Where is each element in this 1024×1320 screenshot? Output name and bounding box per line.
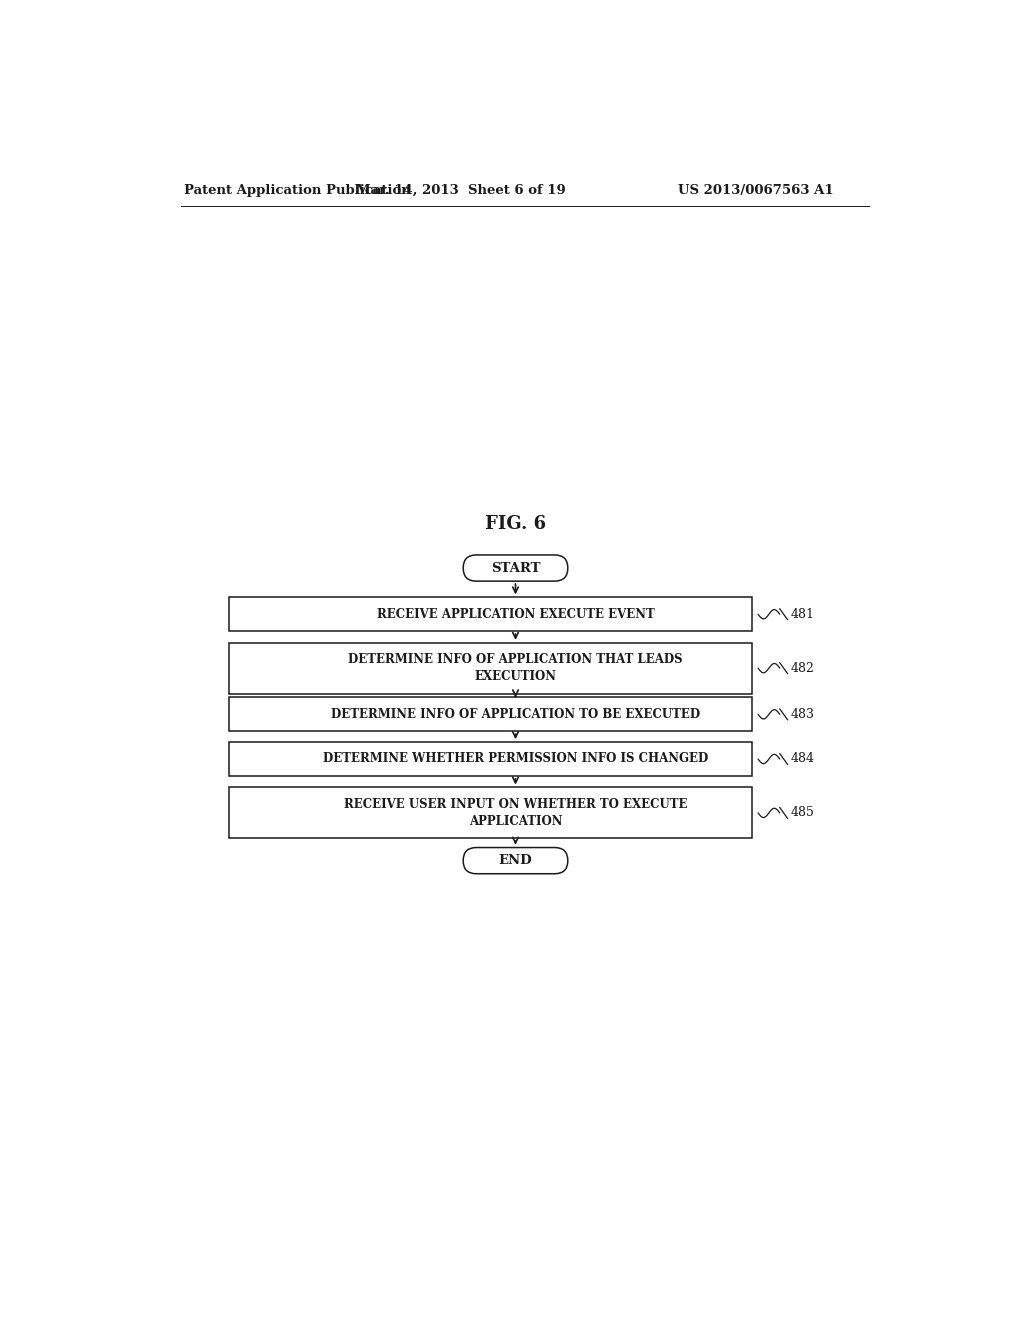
Text: 484: 484 bbox=[791, 752, 815, 766]
FancyBboxPatch shape bbox=[228, 643, 752, 693]
FancyBboxPatch shape bbox=[463, 847, 568, 874]
Text: DETERMINE INFO OF APPLICATION TO BE EXECUTED: DETERMINE INFO OF APPLICATION TO BE EXEC… bbox=[331, 708, 700, 721]
FancyBboxPatch shape bbox=[228, 697, 752, 731]
FancyBboxPatch shape bbox=[228, 788, 752, 838]
FancyBboxPatch shape bbox=[228, 742, 752, 776]
Text: 482: 482 bbox=[791, 661, 814, 675]
FancyBboxPatch shape bbox=[228, 597, 752, 631]
Text: FIG. 6: FIG. 6 bbox=[485, 515, 546, 533]
Text: RECEIVE USER INPUT ON WHETHER TO EXECUTE
APPLICATION: RECEIVE USER INPUT ON WHETHER TO EXECUTE… bbox=[344, 797, 687, 828]
Text: RECEIVE APPLICATION EXECUTE EVENT: RECEIVE APPLICATION EXECUTE EVENT bbox=[377, 607, 654, 620]
Text: DETERMINE WHETHER PERMISSION INFO IS CHANGED: DETERMINE WHETHER PERMISSION INFO IS CHA… bbox=[323, 752, 709, 766]
Text: Patent Application Publication: Patent Application Publication bbox=[183, 185, 411, 197]
Text: 485: 485 bbox=[791, 807, 814, 820]
Text: US 2013/0067563 A1: US 2013/0067563 A1 bbox=[678, 185, 834, 197]
Text: 483: 483 bbox=[791, 708, 815, 721]
FancyBboxPatch shape bbox=[463, 554, 568, 581]
Text: Mar. 14, 2013  Sheet 6 of 19: Mar. 14, 2013 Sheet 6 of 19 bbox=[356, 185, 566, 197]
Text: END: END bbox=[499, 854, 532, 867]
Text: DETERMINE INFO OF APPLICATION THAT LEADS
EXECUTION: DETERMINE INFO OF APPLICATION THAT LEADS… bbox=[348, 653, 683, 684]
Text: 481: 481 bbox=[791, 607, 815, 620]
Text: START: START bbox=[490, 561, 541, 574]
